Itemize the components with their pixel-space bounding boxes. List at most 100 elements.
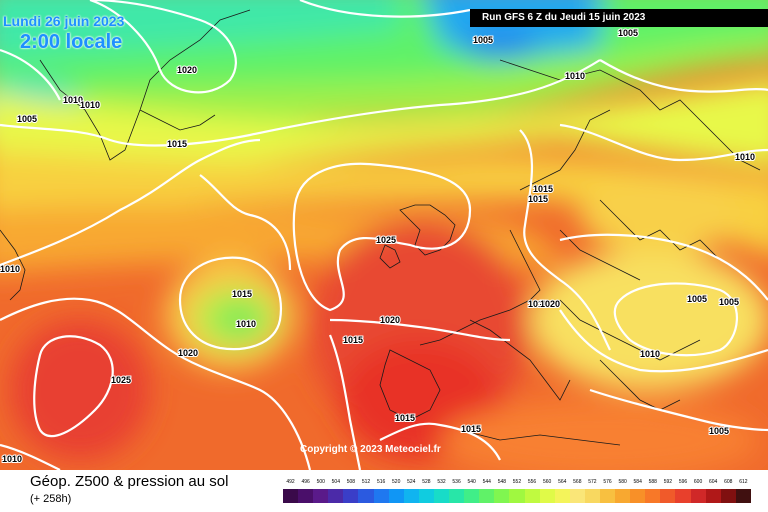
pressure-label: 1010 xyxy=(640,349,660,359)
legend-label: 504 xyxy=(331,479,340,485)
legend-label: 544 xyxy=(482,479,491,485)
legend-label: 568 xyxy=(573,479,582,485)
pressure-label: 1010 xyxy=(735,152,755,162)
legend-swatch xyxy=(509,489,525,503)
legend-swatches xyxy=(283,489,751,503)
legend-label: 540 xyxy=(467,479,476,485)
legend-swatch xyxy=(554,489,570,503)
legend-label: 496 xyxy=(301,479,310,485)
legend-swatch xyxy=(584,489,600,503)
legend-swatch xyxy=(358,489,374,503)
legend-swatch xyxy=(720,489,736,503)
legend-swatch xyxy=(403,489,419,503)
pressure-label: 1015 xyxy=(395,413,415,423)
legend-swatch xyxy=(433,489,450,503)
legend-swatch xyxy=(615,489,631,503)
legend-swatch xyxy=(283,489,299,503)
legend-label: 560 xyxy=(542,479,552,485)
model-run-banner: Run GFS 6 Z du Jeudi 15 juin 2023 xyxy=(470,9,768,27)
legend-label: 612 xyxy=(739,479,748,485)
legend-swatch xyxy=(449,489,465,503)
legend-label: 580 xyxy=(618,479,627,485)
legend-label: 604 xyxy=(709,479,718,485)
legend-label: 576 xyxy=(603,479,612,485)
legend-label: 536 xyxy=(452,479,461,485)
copyright-text: Copyright © 2023 Meteociel.fr xyxy=(300,444,441,455)
legend-label: 552 xyxy=(512,479,522,485)
legend-label: 600 xyxy=(693,479,703,485)
legend-swatch xyxy=(705,489,721,503)
legend-swatch xyxy=(599,489,616,503)
forecast-lead-time: (+ 258h) xyxy=(30,493,72,505)
legend-labels: 492 496 500 504 508 512 516 520 524 528 532 536 540 5… xyxy=(283,477,751,487)
legend-swatch xyxy=(735,489,751,503)
pressure-label: 1005 xyxy=(719,297,739,307)
pressure-label: 1015 xyxy=(232,289,252,299)
pressure-label: 1005 xyxy=(709,426,729,436)
legend-label: 608 xyxy=(724,479,733,485)
pressure-label: 1010 xyxy=(528,299,548,309)
legend-swatch xyxy=(690,489,706,503)
coastlines xyxy=(0,9,761,446)
legend-swatch xyxy=(539,489,555,503)
legend-label: 556 xyxy=(527,479,537,485)
pressure-label: 1020 xyxy=(540,299,560,309)
legend-label: 516 xyxy=(376,479,386,485)
legend-swatch xyxy=(494,489,510,503)
forecast-hour: 2:00 locale xyxy=(20,31,123,53)
pressure-label: 1020 xyxy=(177,65,197,75)
pressure-label: 1010 xyxy=(236,319,256,329)
legend-label: 528 xyxy=(422,479,431,485)
pressure-label: 1025 xyxy=(376,235,396,245)
legend-swatch xyxy=(630,489,646,503)
map-title: Géop. Z500 & pression au sol xyxy=(30,473,229,490)
pressure-label: 1015 xyxy=(167,139,187,149)
legend-label: 520 xyxy=(392,479,401,485)
legend-label: 596 xyxy=(678,479,688,485)
pressure-label: 1015 xyxy=(343,335,363,345)
legend-swatch xyxy=(328,489,344,503)
pressure-label: 1005 xyxy=(618,28,638,38)
legend-label: 548 xyxy=(497,479,507,485)
legend-swatch xyxy=(388,489,404,503)
legend-label: 564 xyxy=(558,479,567,485)
pressure-label: 1005 xyxy=(473,35,493,45)
pressure-labels: 1005 1005 1020 1010 1010 1010 1005 1015 … xyxy=(0,27,756,465)
isobars xyxy=(0,0,768,470)
pressure-label: 1010 xyxy=(565,71,585,81)
forecast-date: Lundi 26 juin 2023 xyxy=(3,13,125,29)
legend-swatch xyxy=(569,489,585,503)
legend-swatch xyxy=(313,489,329,503)
legend-label: 508 xyxy=(346,479,356,485)
legend-swatch xyxy=(660,489,676,503)
pressure-label: 1020 xyxy=(380,315,400,325)
pressure-label: 1020 xyxy=(178,348,198,358)
legend-swatch xyxy=(524,489,540,503)
legend-label: 592 xyxy=(663,479,673,485)
legend-swatch xyxy=(343,489,359,503)
color-scale-legend: 492 496 500 504 508 512 516 520 524 528 532 536 540 5… xyxy=(283,477,751,507)
pressure-label: 1015 xyxy=(461,424,481,434)
legend-swatch xyxy=(298,489,314,503)
legend-swatch xyxy=(479,489,495,503)
pressure-label: 1015 xyxy=(533,184,553,194)
pressure-label: 1025 xyxy=(111,375,131,385)
legend-label: 532 xyxy=(437,479,446,485)
pressure-label: 1005 xyxy=(687,294,707,304)
legend-label: 500 xyxy=(316,479,325,485)
pressure-label: 1010 xyxy=(63,95,83,105)
pressure-label: 1005 xyxy=(17,114,37,124)
legend-label: 584 xyxy=(633,479,642,485)
pressure-label: 1010 xyxy=(80,100,100,110)
legend-label: 572 xyxy=(588,479,597,485)
legend-label: 492 xyxy=(286,479,295,485)
pressure-label: 1010 xyxy=(0,264,20,274)
pressure-label: 1010 xyxy=(2,454,22,464)
legend-swatch xyxy=(418,489,434,503)
legend-swatch xyxy=(675,489,691,503)
weather-map: 1005 1005 1020 1010 1010 1010 1005 1015 … xyxy=(0,0,768,470)
legend-swatch xyxy=(373,489,389,503)
legend-swatch xyxy=(645,489,661,503)
pressure-label: 1015 xyxy=(528,194,548,204)
legend-swatch xyxy=(464,489,480,503)
